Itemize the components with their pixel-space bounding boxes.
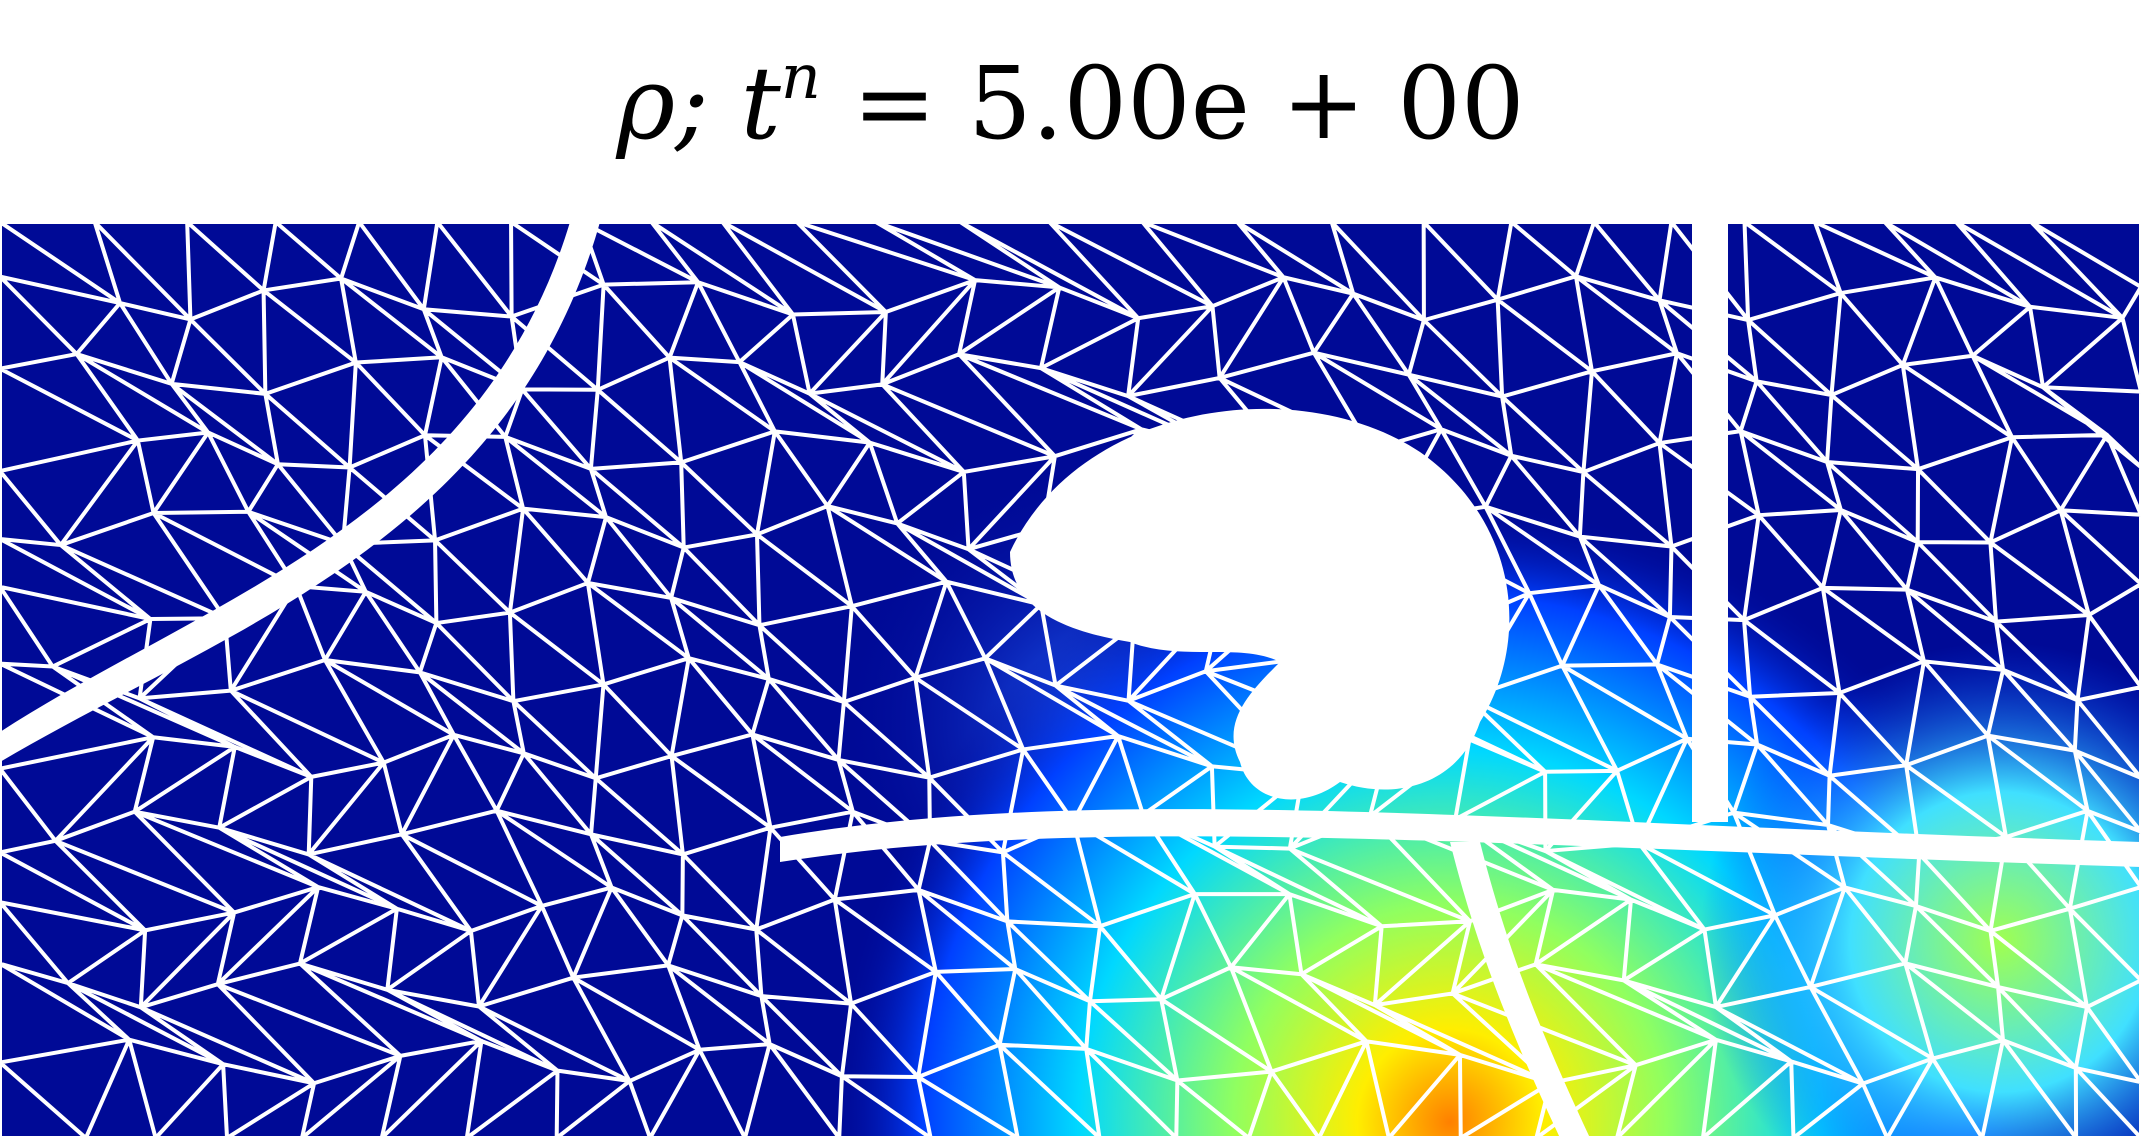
refined-band	[0, 222, 600, 762]
title-superscript: n	[780, 40, 821, 113]
refined-band	[1692, 222, 1728, 822]
title-base: ρ; t	[616, 45, 781, 162]
mesh-plot	[0, 222, 2141, 1138]
refined-band	[1450, 842, 1590, 1138]
plot-title: ρ; tn = 5.00e + 00	[0, 40, 2141, 162]
refined-regions	[0, 222, 2141, 1138]
title-rest: = 5.00e + 00	[820, 45, 1525, 162]
refined-band	[780, 809, 2141, 867]
refined-blob	[1010, 408, 1510, 800]
